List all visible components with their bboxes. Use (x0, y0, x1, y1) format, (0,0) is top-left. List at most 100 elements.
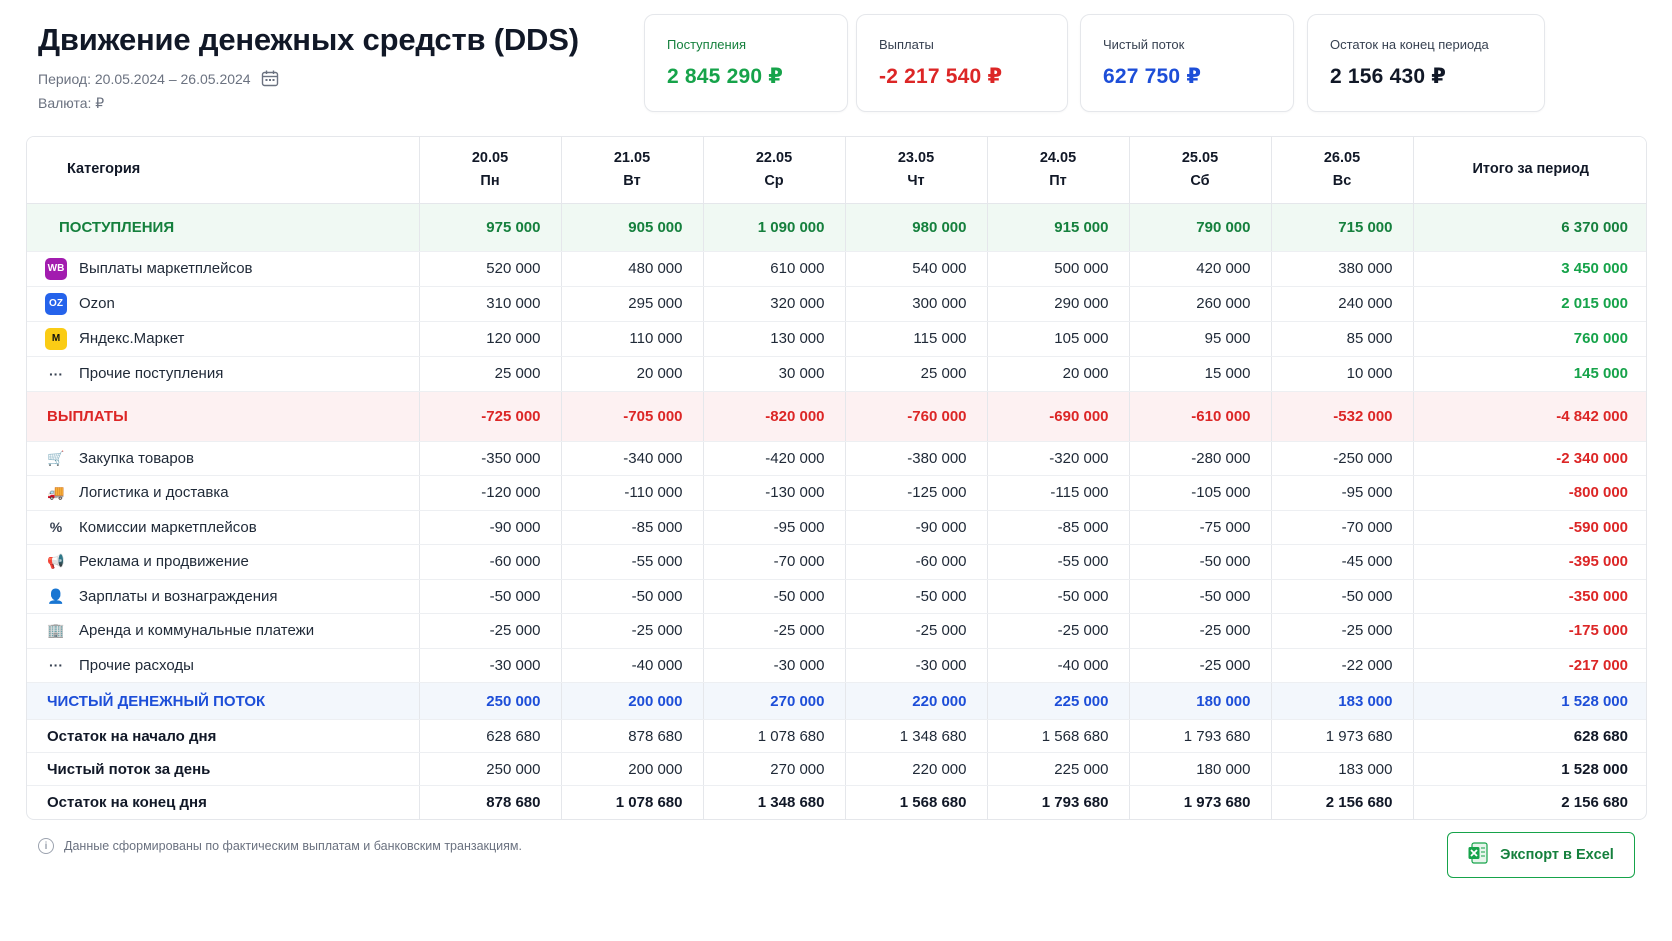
value-cell: -85 000 (987, 510, 1130, 545)
value-cell: -25 000 (987, 613, 1130, 649)
row-label: Реклама и продвижение (79, 553, 249, 571)
value-cell: 295 000 (561, 286, 704, 322)
total-cell: 2 015 000 (1413, 286, 1646, 322)
value-cell: 300 000 (845, 286, 988, 322)
total-cell: -800 000 (1413, 475, 1646, 511)
value-cell: -40 000 (987, 648, 1130, 683)
export-excel-label: Экспорт в Excel (1500, 847, 1614, 863)
value-cell: 130 000 (703, 321, 846, 357)
row-label: Остаток на начало дня (47, 727, 217, 745)
value-cell: -25 000 (419, 613, 562, 649)
column-header-weekday: Вт (623, 172, 641, 189)
value-cell: 905 000 (561, 203, 704, 252)
value-cell: 1 568 680 (987, 719, 1130, 753)
value-cell: 290 000 (987, 286, 1130, 322)
value-cell: 250 000 (419, 752, 562, 786)
column-header-weekday: Чт (907, 172, 925, 189)
row-label-cell: ··· Прочие расходы (27, 648, 420, 683)
value-cell: 628 680 (419, 719, 562, 753)
export-excel-button[interactable]: Экспорт в Excel (1447, 832, 1635, 878)
income-row: M Яндекс.Маркет 120 000 110 000 130 000 115 0… (27, 321, 1646, 357)
total-cell: 628 680 (1413, 719, 1646, 753)
value-cell: 110 000 (561, 321, 704, 357)
value-cell: -25 000 (845, 613, 988, 649)
row-label-cell: ВЫПЛАТЫ (27, 391, 420, 442)
value-cell: 200 000 (561, 682, 704, 720)
value-cell: 120 000 (419, 321, 562, 357)
value-cell: -610 000 (1129, 391, 1272, 442)
row-label-cell: Остаток на конец дня (27, 785, 420, 819)
row-label-cell: WB Выплаты маркетплейсов (27, 251, 420, 287)
value-cell: -25 000 (1129, 613, 1272, 649)
value-cell: -95 000 (703, 510, 846, 545)
megaphone-icon: 📢 (47, 553, 65, 570)
value-cell: -115 000 (987, 475, 1130, 511)
total-cell: -395 000 (1413, 544, 1646, 580)
value-cell: 250 000 (419, 682, 562, 720)
row-label: Закупка товаров (79, 449, 194, 467)
value-cell: -50 000 (703, 579, 846, 614)
value-cell: -50 000 (1271, 579, 1414, 614)
total-cell: -217 000 (1413, 648, 1646, 683)
column-header-day: 26.05 Вс (1271, 137, 1414, 204)
row-label: ВЫПЛАТЫ (47, 407, 128, 425)
value-cell: 975 000 (419, 203, 562, 252)
value-cell: 183 000 (1271, 682, 1414, 720)
value-cell: 225 000 (987, 752, 1130, 786)
expense-row: % Комиссии маркетплейсов -90 000 -85 000 -95… (27, 510, 1646, 545)
value-cell: 2 156 680 (1271, 785, 1414, 819)
value-cell: -45 000 (1271, 544, 1414, 580)
value-cell: 30 000 (703, 356, 846, 392)
value-cell: -75 000 (1129, 510, 1272, 545)
value-cell: 25 000 (419, 356, 562, 392)
period-row: Период: 20.05.2024 – 26.05.2024 (38, 70, 279, 87)
column-header-date: 24.05 (1039, 149, 1077, 166)
summary-card-label: Чистый поток (1103, 37, 1185, 52)
column-header-category: Категория (27, 137, 420, 204)
total-cell: 1 528 000 (1413, 752, 1646, 786)
value-cell: 95 000 (1129, 321, 1272, 357)
column-header-day: 25.05 Сб (1129, 137, 1272, 204)
expense-row: 👤 Зарплаты и вознаграждения -50 000 -50 000… (27, 579, 1646, 614)
value-cell: -55 000 (561, 544, 704, 580)
summary-card: Выплаты -2 217 540 ₽ (856, 14, 1068, 112)
column-header-total: Итого за период (1413, 137, 1646, 204)
expense-row: 🏢 Аренда и коммунальные платежи -25 000 -25… (27, 613, 1646, 649)
calendar-icon[interactable] (261, 70, 279, 87)
row-label: ЧИСТЫЙ ДЕНЕЖНЫЙ ПОТОК (47, 692, 266, 710)
column-header-weekday: Пн (480, 172, 500, 189)
value-cell: 85 000 (1271, 321, 1414, 357)
footnote-text: Данные сформированы по фактическим выпла… (64, 839, 522, 853)
value-cell: 1 078 680 (703, 719, 846, 753)
value-cell: 1 078 680 (561, 785, 704, 819)
value-cell: -25 000 (1129, 648, 1272, 683)
value-cell: -95 000 (1271, 475, 1414, 511)
total-cell: 145 000 (1413, 356, 1646, 392)
column-header-date: 22.05 (755, 149, 793, 166)
balance-row: Остаток на конец дня 878 680 1 078 680 1 34… (27, 785, 1646, 819)
building-icon: 🏢 (47, 622, 65, 639)
value-cell: 380 000 (1271, 251, 1414, 287)
page-title: Движение денежных средств (DDS) (38, 22, 579, 57)
value-cell: -22 000 (1271, 648, 1414, 683)
value-cell: 715 000 (1271, 203, 1414, 252)
value-cell: -120 000 (419, 475, 562, 511)
row-label-cell: % Комиссии маркетплейсов (27, 510, 420, 545)
total-cell: -4 842 000 (1413, 391, 1646, 442)
value-cell: 1 568 680 (845, 785, 988, 819)
currency-text: Валюта: ₽ (38, 95, 105, 111)
summary-card-label: Остаток на конец периода (1330, 37, 1489, 52)
yandex-market-icon: M (45, 327, 67, 350)
value-cell: -340 000 (561, 441, 704, 476)
footnote: i Данные сформированы по фактическим вып… (38, 838, 522, 854)
row-label: Логистика и доставка (79, 484, 229, 502)
value-cell: -85 000 (561, 510, 704, 545)
value-cell: 420 000 (1129, 251, 1272, 287)
value-cell: -90 000 (419, 510, 562, 545)
excel-icon (1468, 842, 1488, 868)
value-cell: -50 000 (1129, 544, 1272, 580)
person-icon: 👤 (47, 587, 65, 604)
summary-card-label: Выплаты (879, 37, 934, 52)
value-cell: 540 000 (845, 251, 988, 287)
value-cell: -60 000 (845, 544, 988, 580)
